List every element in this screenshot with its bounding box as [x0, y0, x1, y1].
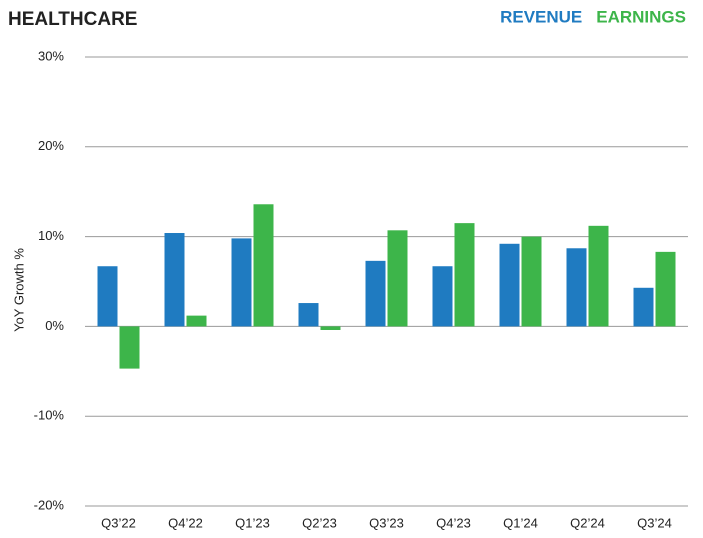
bar: [432, 266, 453, 327]
x-tick-label: Q1’24: [503, 515, 538, 530]
bar: [387, 230, 408, 327]
bar: [521, 236, 542, 327]
bar: [633, 287, 654, 327]
x-tick-label: Q3’23: [369, 515, 404, 530]
y-tick-label: 10%: [38, 228, 64, 243]
x-tick-label: Q2’24: [570, 515, 605, 530]
y-tick-label: 0%: [45, 318, 64, 333]
legend-label: EARNINGS: [596, 7, 686, 26]
y-tick-label: 20%: [38, 138, 64, 153]
bar: [298, 303, 319, 327]
bar: [320, 326, 341, 330]
bar: [253, 204, 274, 327]
bar: [119, 326, 140, 369]
x-tick-label: Q2’23: [302, 515, 337, 530]
bar: [186, 315, 207, 327]
y-tick-label: 30%: [38, 48, 64, 63]
bar: [164, 233, 185, 327]
bar: [499, 243, 520, 327]
bar: [231, 238, 252, 327]
x-tick-label: Q4’23: [436, 515, 471, 530]
bar: [588, 225, 609, 327]
x-tick-label: Q1’23: [235, 515, 270, 530]
y-axis-label: YoY Growth %: [11, 248, 26, 332]
x-tick-label: Q3’24: [637, 515, 672, 530]
bar: [365, 260, 386, 327]
bar: [566, 248, 587, 327]
x-tick-label: Q3’22: [101, 515, 136, 530]
x-tick-label: Q4’22: [168, 515, 203, 530]
y-tick-label: -20%: [34, 497, 65, 512]
bar: [97, 266, 118, 327]
bar: [655, 251, 676, 327]
y-tick-label: -10%: [34, 408, 65, 423]
bar: [454, 223, 475, 327]
chart-title: HEALTHCARE: [8, 9, 137, 30]
legend-label: REVENUE: [500, 7, 582, 26]
